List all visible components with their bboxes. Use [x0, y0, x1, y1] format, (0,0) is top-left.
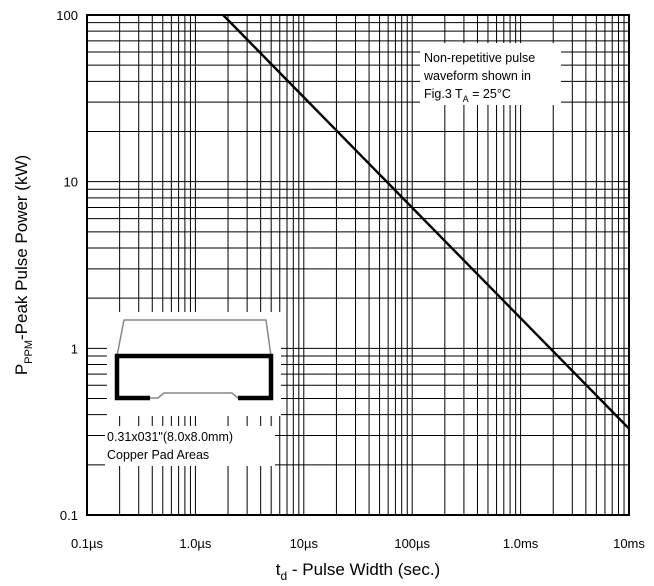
- waveform-note-fig: Fig.3 T: [424, 87, 463, 101]
- plot-frame: [86, 14, 630, 516]
- x-tick-label: 10µs: [290, 536, 319, 551]
- x-axis-title-rest: - Pulse Width (sec.): [287, 560, 440, 579]
- x-tick-labels: 0.1µs 1.0µs 10µs 100µs 1.0ms 10ms: [71, 536, 645, 551]
- x-tick-label: 1.0µs: [179, 536, 212, 551]
- waveform-note-line2: waveform shown in: [423, 69, 531, 83]
- y-axis-title-rest: -Peak Pulse Power (kW): [12, 155, 31, 340]
- y-tick-label: 0.1: [60, 508, 78, 523]
- y-tick-label: 10: [64, 175, 78, 190]
- y-tick-label: 100: [56, 8, 78, 23]
- copper-pad-diagram: [107, 312, 281, 416]
- waveform-note-temp: = 25°C: [469, 87, 511, 101]
- x-tick-label: 10ms: [613, 536, 645, 551]
- waveform-note-box: [420, 43, 561, 105]
- series-layer: [222, 14, 630, 430]
- x-axis-title-sub: d: [281, 569, 288, 583]
- y-tick-label: 1: [71, 341, 78, 356]
- x-tick-label: 1.0ms: [503, 536, 539, 551]
- waveform-note-line1: Non-repetitive pulse: [424, 51, 535, 65]
- x-tick-label: 0.1µs: [71, 536, 104, 551]
- pad-note-line2: Copper Pad Areas: [107, 448, 209, 462]
- waveform-note-sub: A: [463, 94, 469, 104]
- series-line: [222, 14, 630, 430]
- y-axis-title-main: P: [12, 364, 31, 375]
- x-tick-label: 100µs: [394, 536, 430, 551]
- pad-note-box: [105, 426, 275, 466]
- x-axis-title-main: t: [276, 560, 281, 579]
- y-axis-title: PPPM-Peak Pulse Power (kW): [12, 155, 35, 375]
- y-axis-title-sub: PPM: [23, 340, 35, 364]
- x-axis-title: td - Pulse Width (sec.): [276, 560, 440, 583]
- y-tick-labels: 0.1 1 10 100: [56, 8, 78, 523]
- pad-copper: [114, 353, 274, 401]
- pad-note-line1: 0.31x031"(8.0x8.0mm): [107, 430, 233, 444]
- waveform-note-line3: Fig.3 TA = 25°C: [424, 87, 511, 104]
